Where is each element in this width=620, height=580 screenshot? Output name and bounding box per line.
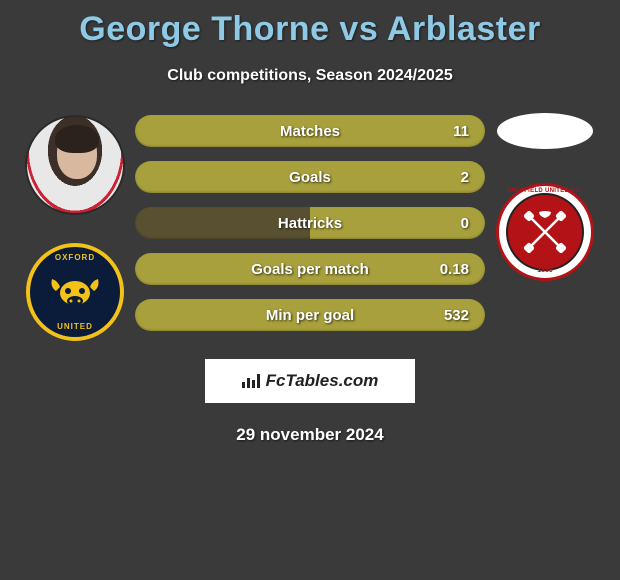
- left-column: OXFORD UNITED: [15, 115, 135, 341]
- stat-pill: Hattricks 0: [135, 207, 485, 239]
- stat-value: 11: [453, 123, 469, 140]
- chart-bars-icon: [242, 374, 260, 388]
- bull-icon: [48, 273, 102, 311]
- club-badge-right: SHEFFIELD UNITED F.C.: [496, 183, 594, 281]
- badge-right-year: 1889: [499, 267, 591, 274]
- stats-column: Matches 11 Goals 2 Hattricks 0 Goals per match…: [135, 115, 485, 331]
- brand-box[interactable]: FcTables.com: [205, 359, 415, 403]
- stat-label: Goals: [289, 169, 331, 186]
- club-badge-left: OXFORD UNITED: [26, 243, 124, 341]
- stat-pill: Goals per match 0.18: [135, 253, 485, 285]
- subtitle: Club competitions, Season 2024/2025: [0, 67, 620, 85]
- stat-label: Matches: [280, 123, 340, 140]
- player-photo-left: [25, 115, 125, 215]
- page-title: George Thorne vs Arblaster: [0, 0, 620, 49]
- right-column: SHEFFIELD UNITED F.C.: [485, 115, 605, 281]
- badge-left-top-text: OXFORD: [30, 253, 120, 262]
- stat-value: 532: [444, 307, 469, 324]
- player-photo-right-placeholder: [497, 113, 593, 149]
- stat-value: 0: [461, 215, 469, 232]
- stat-label: Goals per match: [251, 261, 369, 278]
- brand-text: FcTables.com: [266, 371, 379, 391]
- stat-label: Hattricks: [278, 215, 342, 232]
- stat-label: Min per goal: [266, 307, 354, 324]
- comparison-panel: OXFORD UNITED Matches 11 Goals 2 Hattricks 0 G…: [0, 115, 620, 341]
- badge-left-bottom-text: UNITED: [30, 322, 120, 331]
- stat-pill: Min per goal 532: [135, 299, 485, 331]
- date-label: 29 november 2024: [0, 425, 620, 445]
- stat-pill: Matches 11: [135, 115, 485, 147]
- swords-icon: [523, 210, 567, 254]
- stat-value: 2: [461, 169, 469, 186]
- stat-pill: Goals 2: [135, 161, 485, 193]
- stat-value: 0.18: [440, 261, 469, 278]
